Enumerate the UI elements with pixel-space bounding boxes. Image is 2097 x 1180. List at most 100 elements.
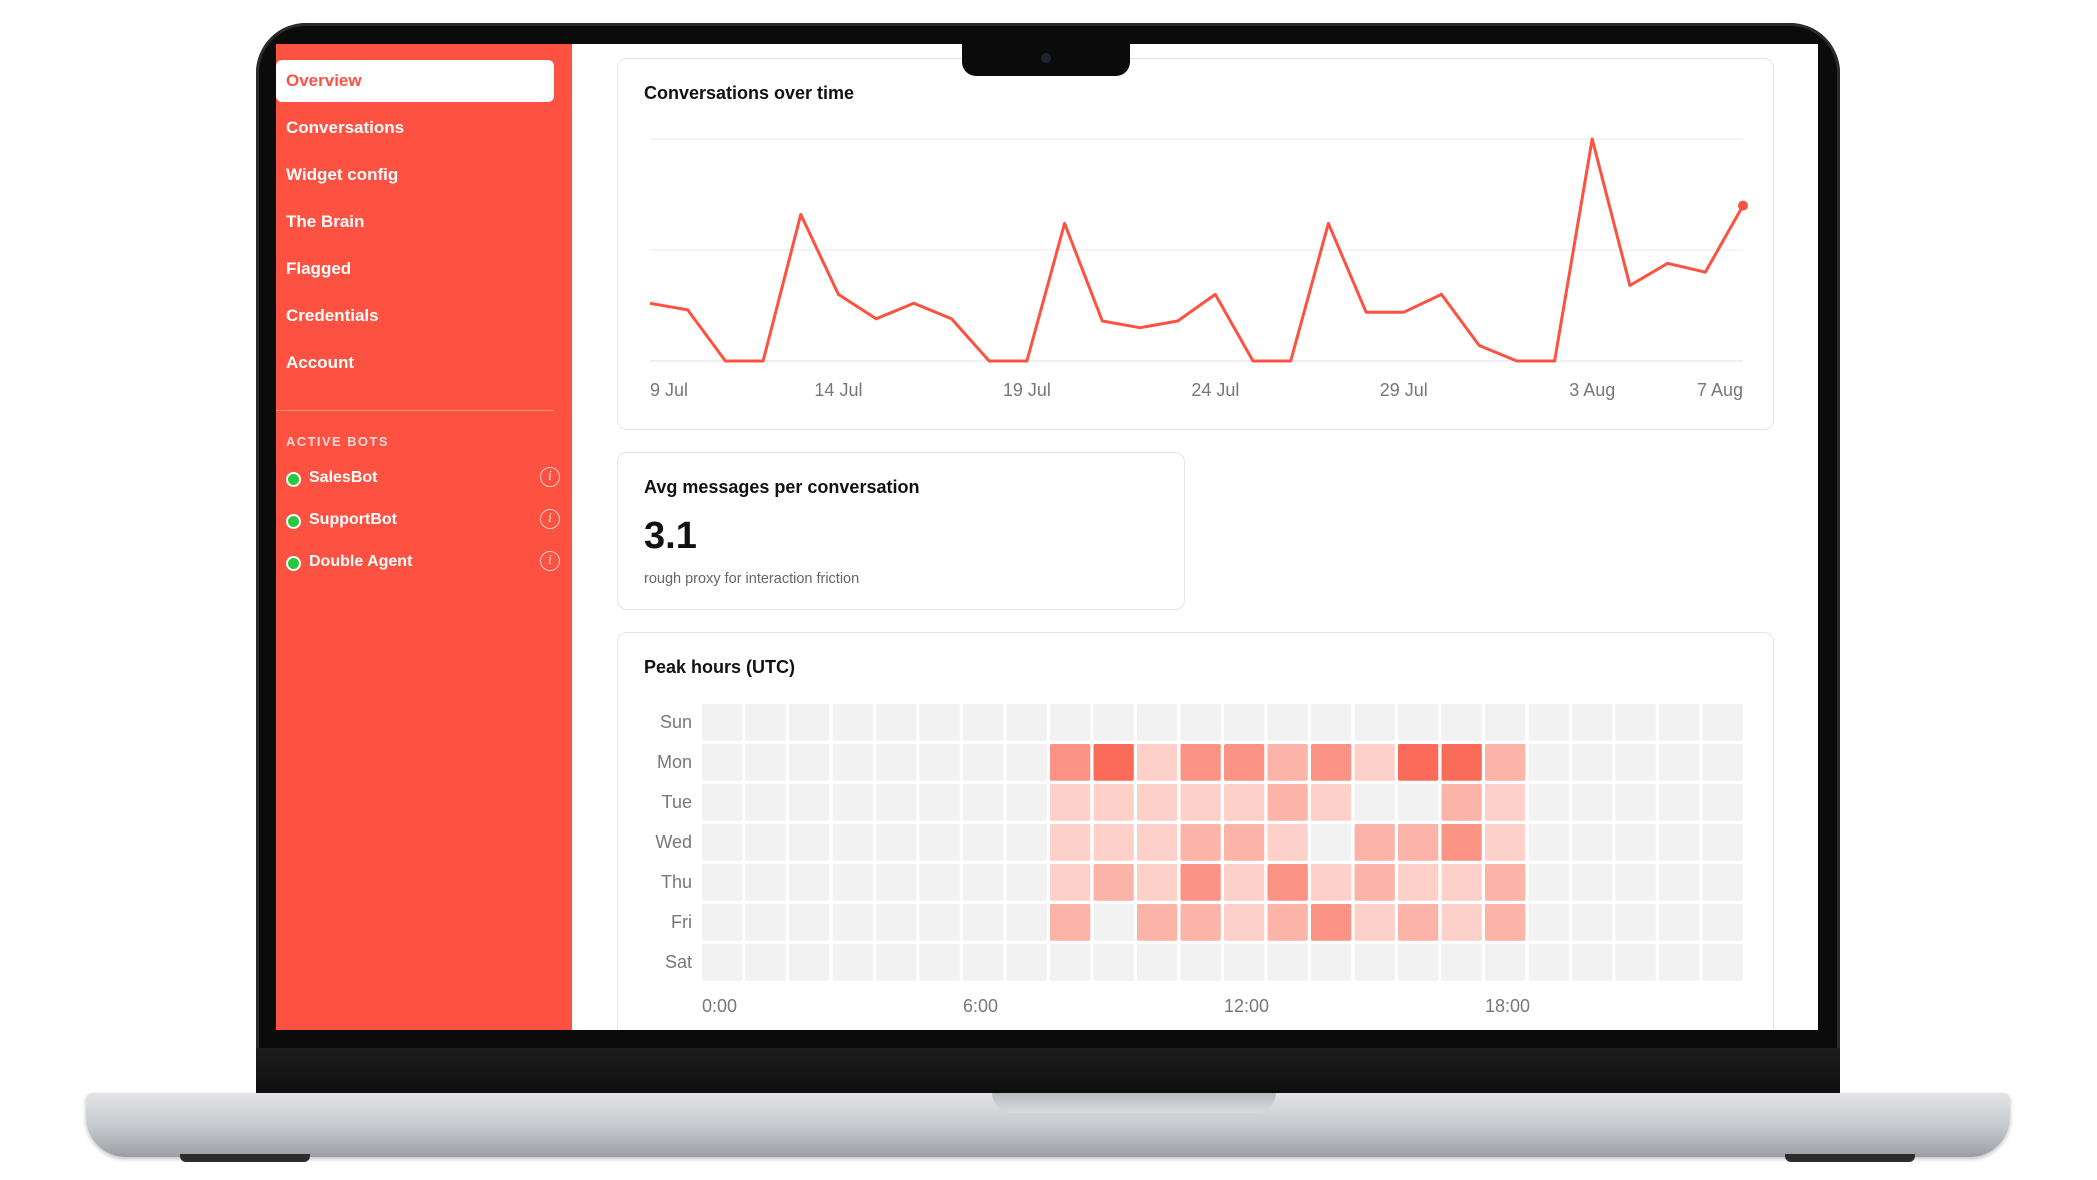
heatmap-cell [745,904,786,941]
heatmap-cell [1180,904,1221,941]
heatmap-cell [1702,904,1743,941]
heatmap-cell [1354,824,1395,861]
heatmap-cell [1702,824,1743,861]
heatmap-cell [963,744,1004,781]
conversations-line-chart: 9 Jul 14 Jul 19 Jul 24 Jul 29 Jul 3 Aug 7 Aug [649,137,1748,400]
heatmap-cell [1398,904,1439,941]
heatmap-cell [1180,704,1221,741]
heatmap-cell [1267,784,1308,821]
heatmap-cell [1441,904,1482,941]
heatmap-cell [702,824,743,861]
heatmap-cell [702,904,743,941]
heatmap-cell [1702,744,1743,781]
heatmap-cell [1702,784,1743,821]
nav-flagged[interactable]: Flagged [286,259,352,278]
nav-the-brain[interactable]: The Brain [286,212,365,231]
info-icon[interactable]: i [540,551,560,571]
heatmap-cell [1267,864,1308,901]
screen: Overview Conversations Widget config The… [276,44,1818,1030]
heatmap-cell [1050,824,1091,861]
bot-item-double-agent[interactable]: Double Agent i [286,548,560,578]
heatmap-cell [919,864,960,901]
heatmap-cell [1137,904,1178,941]
peak-hours-card: Peak hours (UTC) Sun Mon Tue Wed Thu Fri Sat 0:… [617,632,1774,1030]
heatmap-cell [919,824,960,861]
heatmap-cell [1398,824,1439,861]
laptop-foot-left [180,1154,310,1162]
nav-overview[interactable]: Overview [276,60,554,102]
heatmap-cell [1224,744,1265,781]
nav-account[interactable]: Account [286,353,354,372]
nav-conversations[interactable]: Conversations [286,118,405,137]
heatmap-cell [1485,744,1526,781]
heatmap-cell [1180,824,1221,861]
x-tick-label: 6:00 [963,996,998,1016]
avg-messages-card: Avg messages per conversation 3.1 rough … [617,452,1185,610]
laptop-hinge [256,1048,1840,1095]
bot-item-salesbot[interactable]: SalesBot i [286,464,560,494]
heatmap-cell [1006,824,1047,861]
nav-widget-config[interactable]: Widget config [286,165,399,184]
heatmap-cell [963,704,1004,741]
heatmap-cell [1311,944,1352,981]
heatmap-cell [1485,904,1526,941]
heatmap-cell [1485,864,1526,901]
info-icon[interactable]: i [540,509,560,529]
heatmap-cell [876,864,917,901]
heatmap-cell [963,944,1004,981]
heatmap-cell [1180,784,1221,821]
heatmap-cell [1267,704,1308,741]
heatmap-cell [1006,784,1047,821]
heatmap-cell [1311,784,1352,821]
row-label: Sun [660,712,692,732]
conversations-card: Conversations over time 9 Jul 14 Jul 19 Ju… [617,58,1774,430]
heatmap-cell [1398,944,1439,981]
heatmap-cell [1528,784,1569,821]
heatmap-cell [1702,944,1743,981]
heatmap-cell [963,784,1004,821]
heatmap-cell [1528,744,1569,781]
heatmap-cell [1311,704,1352,741]
x-tick-label: 3 Aug [1569,380,1615,400]
heatmap-cell [876,904,917,941]
info-icon[interactable]: i [540,467,560,487]
heatmap-cell [876,704,917,741]
heatmap-cell [1267,824,1308,861]
heatmap-cell [1659,744,1700,781]
bot-item-supportbot[interactable]: SupportBot i [286,506,560,536]
laptop-base [86,1093,2010,1157]
heatmap-cell [1137,784,1178,821]
heatmap-cell [1137,824,1178,861]
heatmap-cell [1528,904,1569,941]
heatmap-cell [1702,864,1743,901]
heatmap-cell [702,704,743,741]
heatmap-cell [1006,744,1047,781]
heatmap-cell [963,864,1004,901]
heatmap-cell [1485,824,1526,861]
heatmap-cell [1485,704,1526,741]
row-label: Thu [661,872,692,892]
x-tick-label: 9 Jul [650,380,688,400]
heatmap-cell [1528,704,1569,741]
heatmap-cell [919,784,960,821]
heatmap-cell [1311,824,1352,861]
heatmap-cell [1572,904,1613,941]
heatmap-cell [1093,944,1134,981]
heatmap-cell [876,784,917,821]
heatmap-cell [1398,704,1439,741]
heatmap-cell [789,824,830,861]
heatmap-cell [1093,824,1134,861]
heatmap-cell [1441,784,1482,821]
nav-credentials[interactable]: Credentials [286,306,379,325]
heatmap-cell [1441,704,1482,741]
heatmap-cell [1572,784,1613,821]
avg-messages-value: 3.1 [644,515,697,557]
heatmap-cell [1528,824,1569,861]
heatmap-cell [1354,944,1395,981]
trackpad-notch [992,1093,1276,1113]
heatmap-cell [876,744,917,781]
heatmap-cell [1006,944,1047,981]
heatmap-cell [789,904,830,941]
camera-icon [1041,53,1051,63]
status-dot-icon [286,472,301,487]
